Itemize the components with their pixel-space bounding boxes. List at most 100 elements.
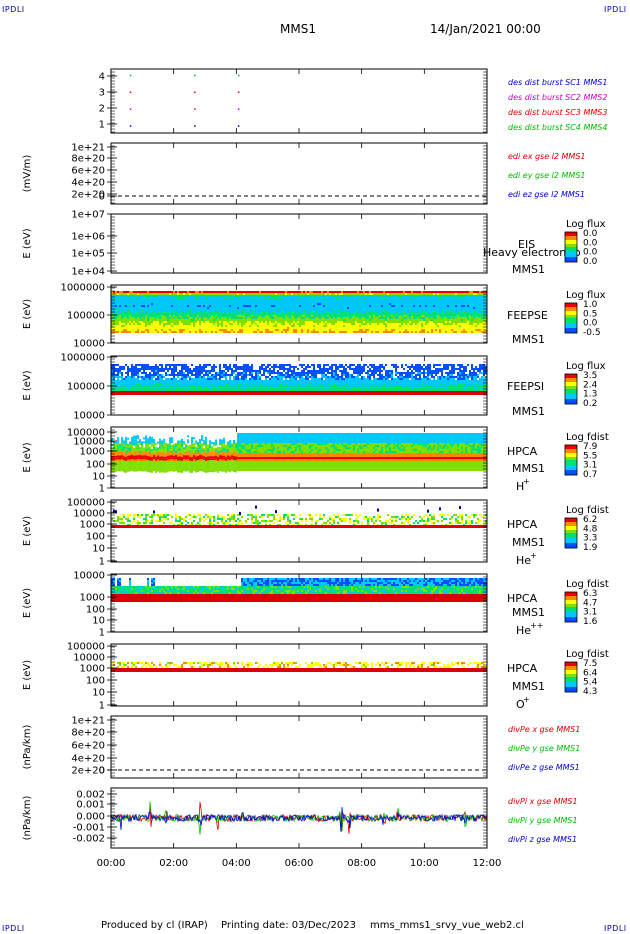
spectro-cell <box>365 301 367 303</box>
spectro-cell <box>303 299 305 301</box>
spectro-cell <box>145 323 147 325</box>
spectro-cell <box>453 329 455 331</box>
spectro-cell <box>239 297 241 299</box>
spectro-cell <box>453 307 455 309</box>
spectro-cell <box>351 303 353 305</box>
spectro-cell <box>237 327 239 329</box>
spectro-cell <box>275 297 277 299</box>
spectro-cell <box>365 323 367 325</box>
spectro-cell <box>335 301 337 303</box>
spectro-cell <box>323 313 325 315</box>
spectro-cell <box>473 321 475 323</box>
spectro-cell <box>115 384 117 386</box>
spectro-cell <box>249 321 251 323</box>
spectro-cell <box>185 299 187 301</box>
spectro-cell <box>345 325 347 327</box>
spectro-cell <box>181 321 183 323</box>
spectro-cell <box>243 323 245 325</box>
spectro-cell <box>381 315 383 317</box>
spectro-cell <box>263 305 265 307</box>
ylabel: E (eV) <box>22 299 33 329</box>
spectro-cell <box>357 295 359 297</box>
spectro-cell <box>291 291 293 293</box>
spectro-cell <box>141 376 143 378</box>
spectro-cell <box>407 297 409 299</box>
spectro-cell <box>453 321 455 323</box>
spectro-cell <box>429 317 431 319</box>
spectro-cell <box>193 303 195 305</box>
spectro-cell <box>301 293 303 295</box>
spectro-cell <box>309 293 311 295</box>
spectro-cell <box>113 374 115 376</box>
spectro-cell <box>353 319 355 321</box>
spectro-cell <box>209 321 211 323</box>
spectro-cell <box>183 378 185 380</box>
spectro-cell <box>455 329 457 331</box>
spectro-cell <box>143 311 145 313</box>
spectro-cell <box>357 303 359 305</box>
spectro-cell <box>193 388 195 390</box>
spectro-cell <box>139 388 141 390</box>
spectro-cell <box>165 303 167 305</box>
spectro-cell <box>129 305 131 307</box>
spectro-cell <box>411 303 413 305</box>
spectro-cell <box>461 325 463 327</box>
spectro-cell <box>209 313 211 315</box>
spectro-cell <box>469 297 471 299</box>
spectro-cell <box>259 297 261 299</box>
spectro-cell <box>479 293 481 295</box>
spectro-cell <box>449 329 451 331</box>
spectro-cell <box>265 323 267 325</box>
spectro-cell <box>373 331 375 333</box>
spectro-cell <box>477 303 479 305</box>
spectro-cell <box>445 325 447 327</box>
spectro-cell <box>243 317 245 319</box>
spectro-cell <box>217 319 219 321</box>
spectro-cell <box>399 319 401 321</box>
colorbar-tick: 0.0 <box>583 229 598 239</box>
spectro-cell <box>165 384 167 386</box>
spectro-cell <box>301 307 303 309</box>
spectro-cell <box>163 376 165 378</box>
spectro-cell <box>215 297 217 299</box>
spectro-cell <box>171 323 173 325</box>
spectro-cell <box>355 303 357 305</box>
spectro-cell <box>299 331 301 333</box>
spectro-cell <box>187 311 189 313</box>
spectro-cell <box>113 331 115 333</box>
spectro-cell <box>219 293 221 295</box>
spectro-cell <box>401 303 403 305</box>
spectro-cell <box>121 303 123 305</box>
spectro-cell <box>391 315 393 317</box>
spectro-cell <box>321 321 323 323</box>
spectro-cell <box>295 307 297 309</box>
spectro-cell <box>373 297 375 299</box>
spectro-cell <box>129 368 131 370</box>
spectro-cell <box>313 317 315 319</box>
spectro-cell <box>463 327 465 329</box>
spectro-cell <box>479 307 481 309</box>
spectro-cell <box>295 315 297 317</box>
spectro-cell <box>433 331 435 333</box>
spectro-cell <box>469 315 471 317</box>
spectro-cell <box>119 370 121 372</box>
spectro-cell <box>207 378 209 380</box>
spectro-cell <box>329 309 331 311</box>
spectro-cell <box>155 374 157 376</box>
spectro-cell <box>161 297 163 299</box>
spectro-cell <box>427 299 429 301</box>
spectro-cell <box>299 303 301 305</box>
spectro-cell <box>211 305 213 307</box>
spectro-cell <box>121 374 123 376</box>
spectro-cell <box>415 299 417 301</box>
spectro-cell <box>275 325 277 327</box>
spectro-cell <box>399 325 401 327</box>
spectro-cell <box>341 315 343 317</box>
spectro-cell <box>431 303 433 305</box>
spectro-cell <box>235 307 237 309</box>
spectro-cell <box>309 325 311 327</box>
spectro-cell <box>213 378 215 380</box>
spectro-cell <box>333 309 335 311</box>
spectro-cell <box>397 303 399 305</box>
spectro-cell <box>257 325 259 327</box>
